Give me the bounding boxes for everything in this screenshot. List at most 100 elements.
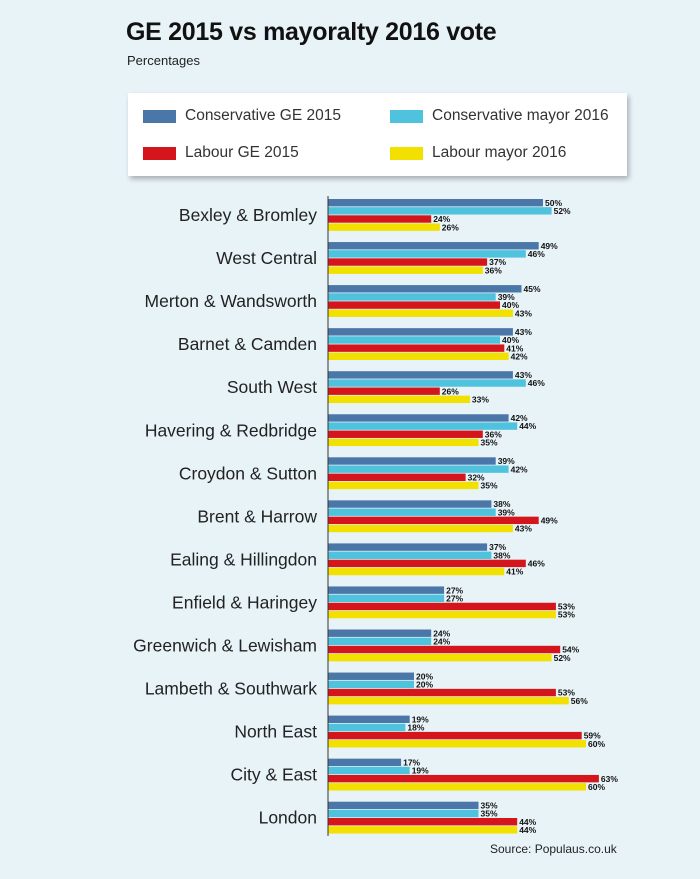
bar-labour-mayor-2016-west-central	[328, 266, 483, 274]
category-label: City & East	[230, 765, 317, 785]
bar-labour-mayor-2016-merton-and-wandsworth	[328, 309, 513, 317]
data-label: 54%	[562, 645, 579, 655]
bar-conservative-mayor-2016-west-central	[328, 250, 526, 258]
bar-labour-ge-2015-greenwich-and-lewisham	[328, 645, 561, 654]
data-label: 50%	[545, 198, 562, 208]
bar-labour-ge-2015-croydon-and-sutton	[328, 473, 466, 481]
bar-conservative-ge-2015-south-west	[328, 371, 513, 379]
data-label: 46%	[528, 559, 545, 569]
data-label: 49%	[541, 241, 558, 251]
data-label: 35%	[481, 438, 498, 448]
bar-conservative-ge-2015-north-east	[328, 715, 410, 723]
bar-labour-mayor-2016-london	[328, 826, 518, 834]
legend-label: Labour GE 2015	[185, 144, 299, 161]
data-label: 40%	[502, 335, 519, 345]
data-label: 46%	[528, 249, 545, 259]
bar-labour-mayor-2016-croydon-and-sutton	[328, 481, 479, 490]
data-label: 43%	[515, 370, 532, 380]
bar-labour-ge-2015-lambeth-and-southwark	[328, 688, 556, 697]
bar-conservative-mayor-2016-north-east	[328, 723, 406, 732]
legend-item-conservative-mayor-2016: Conservative mayor 2016	[390, 107, 609, 125]
bar-conservative-ge-2015-enfield-and-haringey	[328, 586, 445, 594]
bar-conservative-mayor-2016-enfield-and-haringey	[328, 594, 445, 602]
legend-swatch	[143, 109, 176, 123]
data-label: 36%	[485, 429, 502, 439]
legend-swatch	[390, 109, 423, 123]
data-label: 35%	[481, 801, 498, 811]
bar-conservative-ge-2015-lambeth-and-southwark	[328, 672, 414, 680]
data-label: 19%	[412, 766, 429, 776]
data-label: 39%	[498, 507, 515, 517]
data-label: 36%	[485, 265, 502, 275]
data-label: 32%	[468, 472, 485, 482]
data-label: 42%	[511, 351, 528, 361]
bar-conservative-ge-2015-ealing-and-hillingdon	[328, 543, 488, 551]
data-label: 45%	[524, 284, 541, 294]
bar-labour-ge-2015-barnet-and-camden	[328, 344, 505, 352]
data-label: 27%	[446, 585, 463, 595]
bar-conservative-mayor-2016-croydon-and-sutton	[328, 465, 509, 473]
source-note: Source: Populaus.co.uk	[490, 842, 617, 856]
data-label: 42%	[511, 464, 528, 474]
category-label: Brent & Harrow	[197, 506, 317, 526]
bar-conservative-mayor-2016-brent-and-harrow	[328, 508, 496, 516]
data-label: 18%	[407, 723, 424, 733]
data-label: 44%	[519, 825, 536, 835]
data-label: 43%	[515, 524, 532, 534]
data-label: 35%	[481, 481, 498, 491]
legend: Conservative GE 2015 Conservative mayor …	[128, 93, 627, 176]
bar-conservative-mayor-2016-bexley-and-bromley	[328, 207, 552, 215]
legend-swatch	[143, 146, 176, 160]
data-label: 24%	[433, 636, 450, 646]
bar-conservative-mayor-2016-ealing-and-hillingdon	[328, 551, 492, 559]
bar-conservative-mayor-2016-london	[328, 809, 479, 818]
category-label: Ealing & Hillingdon	[170, 549, 317, 569]
bar-labour-mayor-2016-havering-and-redbridge	[328, 438, 479, 447]
data-label: 19%	[412, 714, 429, 724]
legend-label: Conservative mayor 2016	[432, 107, 609, 124]
bar-conservative-ge-2015-london	[328, 801, 479, 810]
data-label: 41%	[506, 343, 523, 353]
chart-subtitle: Percentages	[127, 53, 200, 68]
data-label: 63%	[601, 774, 618, 784]
legend-item-labour-mayor-2016: Labour mayor 2016	[390, 144, 566, 162]
bar-labour-ge-2015-brent-and-harrow	[328, 516, 539, 525]
category-label: Lambeth & Southwark	[145, 679, 317, 699]
data-label: 60%	[588, 782, 605, 792]
data-label: 53%	[558, 602, 575, 612]
data-label: 24%	[433, 214, 450, 224]
bar-conservative-ge-2015-havering-and-redbridge	[328, 414, 509, 422]
category-label: London	[259, 808, 317, 828]
data-label: 37%	[489, 257, 506, 267]
data-label: 27%	[446, 593, 463, 603]
bar-conservative-mayor-2016-lambeth-and-southwark	[328, 680, 414, 689]
bar-labour-ge-2015-london	[328, 818, 518, 826]
bar-labour-ge-2015-enfield-and-haringey	[328, 602, 556, 611]
category-label: Merton & Wandsworth	[145, 291, 317, 311]
bar-labour-ge-2015-merton-and-wandsworth	[328, 301, 500, 309]
data-label: 39%	[498, 456, 515, 466]
bar-conservative-mayor-2016-barnet-and-camden	[328, 336, 500, 344]
data-label: 44%	[519, 421, 536, 431]
data-label: 35%	[481, 809, 498, 819]
category-label: Greenwich & Lewisham	[133, 636, 317, 656]
category-label: North East	[234, 722, 317, 742]
category-label: Enfield & Haringey	[172, 592, 317, 612]
bar-labour-mayor-2016-bexley-and-bromley	[328, 223, 440, 231]
legend-item-conservative-ge-2015: Conservative GE 2015	[143, 107, 341, 125]
data-label: 20%	[416, 671, 433, 681]
bar-conservative-ge-2015-barnet-and-camden	[328, 328, 513, 336]
bar-conservative-ge-2015-brent-and-harrow	[328, 500, 492, 508]
data-label: 49%	[541, 515, 558, 525]
data-label: 20%	[416, 680, 433, 690]
bar-conservative-ge-2015-merton-and-wandsworth	[328, 285, 522, 293]
data-label: 53%	[558, 610, 575, 620]
category-label: West Central	[216, 248, 317, 268]
data-label: 43%	[515, 327, 532, 337]
data-label: 41%	[506, 567, 523, 577]
data-label: 38%	[493, 499, 510, 509]
legend-label: Labour mayor 2016	[432, 144, 567, 161]
data-label: 26%	[442, 386, 459, 396]
data-label: 60%	[588, 739, 605, 749]
